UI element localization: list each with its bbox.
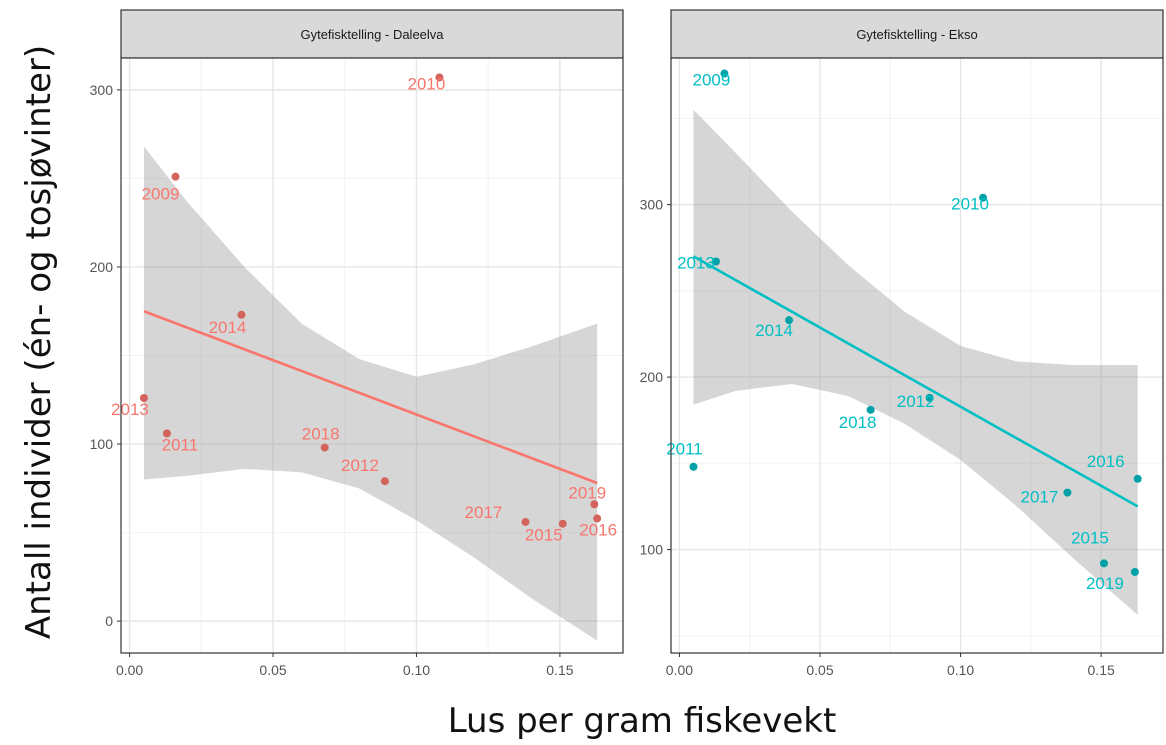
point-label-2011: 2011 <box>162 435 199 454</box>
x-tick-label: 0.05 <box>259 662 286 678</box>
point-label-2017: 2017 <box>465 503 503 522</box>
y-axis-ticks: 100 200 300 <box>640 197 671 558</box>
point-2017 <box>521 517 530 526</box>
panel-strip <box>670 9 1164 59</box>
x-tick-label: 0.05 <box>806 662 833 678</box>
y-axis-ticks: 0 100 200 300 <box>90 82 121 629</box>
panel-border <box>670 57 1164 654</box>
confidence-band <box>693 109 1138 616</box>
point-2012 <box>380 477 389 486</box>
data-points: 2009 2010 2011 2012 2013 2014 2015 2016 2017 2018… <box>666 69 1142 593</box>
point-label-2012: 2012 <box>897 392 935 411</box>
grid-lines <box>671 58 1163 653</box>
point-2015 <box>558 519 567 528</box>
point-label-2019: 2019 <box>1086 574 1124 593</box>
point-label-2019: 2019 <box>568 483 606 502</box>
point-2016 <box>593 514 602 523</box>
x-tick-label: 0.15 <box>546 662 573 678</box>
y-tick-label: 300 <box>90 82 114 98</box>
x-tick-label: 0.15 <box>1088 662 1115 678</box>
point-label-2009: 2009 <box>693 71 731 90</box>
data-points: 2009 2010 2011 2012 2013 2014 2015 2016 2017 2018… <box>111 73 617 545</box>
point-label-2018: 2018 <box>839 413 877 432</box>
x-axis-ticks: 0.00 0.05 0.10 0.15 <box>666 653 1115 678</box>
panel-strip <box>120 9 624 59</box>
point-label-2015: 2015 <box>1071 528 1109 547</box>
point-2015 <box>1099 559 1108 568</box>
point-2010 <box>435 73 444 82</box>
y-tick-label: 300 <box>640 197 664 213</box>
point-2018 <box>320 443 329 452</box>
x-axis-title: Lus per gram fiskevekt <box>448 701 837 741</box>
point-label-2013: 2013 <box>677 254 715 273</box>
panel-title: Gytefisktelling - Daleelva <box>300 27 444 42</box>
point-label-2011: 2011 <box>666 440 703 459</box>
point-2012 <box>925 393 934 402</box>
grid-lines <box>121 58 623 653</box>
point-label-2018: 2018 <box>302 425 340 444</box>
point-2019 <box>1130 567 1139 576</box>
point-label-2016: 2016 <box>1087 452 1125 471</box>
point-label-2010: 2010 <box>407 74 445 93</box>
point-label-2015: 2015 <box>525 526 563 545</box>
point-2013 <box>139 394 148 402</box>
point-2010 <box>979 193 988 202</box>
y-axis-title: Antall individer (én- og tosjøvinter) <box>19 45 59 639</box>
point-label-2017: 2017 <box>1020 488 1058 507</box>
point-2009 <box>720 69 729 78</box>
point-label-2014: 2014 <box>755 321 793 340</box>
confidence-band <box>143 146 598 641</box>
point-2018 <box>866 405 875 414</box>
point-2014 <box>785 316 794 325</box>
x-tick-label: 0.10 <box>947 662 974 678</box>
point-2014 <box>237 310 246 319</box>
point-2011 <box>162 429 171 438</box>
point-label-2013: 2013 <box>111 400 149 419</box>
panel-border <box>120 57 624 654</box>
point-label-2016: 2016 <box>579 520 617 539</box>
point-label-2010: 2010 <box>951 195 989 214</box>
y-tick-label: 200 <box>640 369 664 385</box>
regression-line <box>143 310 598 485</box>
x-axis-ticks: 0.00 0.05 0.10 0.15 <box>116 653 574 678</box>
point-2009 <box>171 172 180 181</box>
x-tick-label: 0.00 <box>116 662 143 678</box>
panel-ekso: Gytefisktelling - Ekso 20092010201120122… <box>640 9 1164 678</box>
point-label-2009: 2009 <box>142 185 180 204</box>
y-tick-label: 0 <box>105 613 113 629</box>
point-label-2012: 2012 <box>341 456 379 475</box>
point-2017 <box>1063 488 1072 497</box>
panel-title: Gytefisktelling - Ekso <box>856 27 977 42</box>
regression-line <box>692 255 1139 508</box>
point-label-2014: 2014 <box>209 318 247 337</box>
point-2013 <box>711 257 720 266</box>
y-tick-label: 100 <box>640 542 664 558</box>
plot-area <box>671 58 1163 653</box>
y-tick-label: 200 <box>90 259 114 275</box>
point-2016 <box>1133 474 1142 483</box>
y-tick-label: 100 <box>90 436 114 452</box>
point-2011 <box>689 462 698 471</box>
point-2019 <box>590 500 599 509</box>
panel-daleelva: Gytefisktelling - Daleelva 2009201020112… <box>90 9 624 678</box>
x-tick-label: 0.00 <box>666 662 693 678</box>
x-tick-label: 0.10 <box>403 662 430 678</box>
